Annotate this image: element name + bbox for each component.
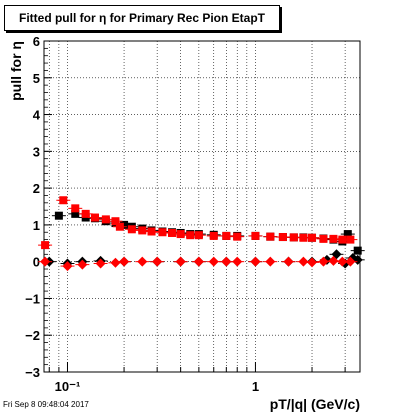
y-tick-label: 1 (33, 218, 40, 233)
sigma-marker (90, 213, 99, 222)
y-tick-label: 4 (33, 108, 41, 123)
chart-title-box: Fitted pull for η for Primary Rec Pion E… (4, 5, 280, 31)
sigma-marker (251, 231, 260, 240)
x-axis-label: pT/|q| (GeV/c) (270, 396, 360, 412)
mean-marker (193, 256, 204, 267)
mean-marker (345, 256, 356, 267)
mean-marker (119, 256, 130, 267)
mean-marker (175, 256, 186, 267)
mean-marker (298, 256, 309, 267)
y-tick-label: −3 (25, 365, 40, 380)
sigma-marker (81, 209, 90, 218)
sigma-marker (59, 196, 68, 205)
mean-marker (40, 256, 51, 267)
mean-marker (328, 255, 339, 266)
sigma-marker (138, 226, 147, 235)
mean-marker (307, 257, 318, 268)
sigma-marker (71, 209, 80, 218)
sigma-marker (353, 246, 362, 255)
sigma-marker (147, 227, 156, 236)
sigma-marker (111, 217, 120, 226)
sigma-marker (120, 220, 129, 229)
mean-marker (77, 259, 88, 270)
mean-marker (283, 256, 294, 267)
mean-marker (221, 256, 232, 267)
sigma-marker (289, 233, 298, 242)
x-tick-label: 1 (252, 379, 259, 394)
mean-marker (265, 256, 276, 267)
mean-marker (62, 261, 73, 272)
timestamp-footer: Fri Sep 8 09:48:04 2017 (3, 400, 89, 409)
y-tick-label: 3 (33, 144, 40, 159)
sigma-marker (127, 225, 136, 234)
sigma-marker (168, 228, 177, 237)
sigma-marker (233, 232, 242, 241)
mean-marker (95, 258, 106, 269)
mean-marker (337, 256, 348, 267)
sigma-marker (346, 235, 355, 244)
mean-marker (232, 256, 243, 267)
sigma-marker (266, 232, 275, 241)
sigma-marker (41, 241, 50, 250)
sigma-marker (54, 211, 63, 220)
sigma-marker (71, 204, 80, 213)
sigma-marker (158, 228, 167, 237)
mean-marker (152, 256, 163, 267)
mean-marker (110, 257, 121, 268)
sigma-marker (299, 233, 308, 242)
sigma-marker (186, 231, 195, 240)
y-tick-label: 6 (33, 34, 40, 49)
mean-marker (352, 254, 363, 265)
plot-frame (43, 40, 361, 373)
y-tick-label: 2 (33, 181, 40, 196)
sigma-marker (209, 231, 218, 240)
y-tick-label: −2 (25, 328, 40, 343)
mean-marker (208, 256, 219, 267)
y-axis-label: pull for η (8, 41, 24, 101)
sigma-marker (329, 234, 338, 243)
mean-marker (137, 256, 148, 267)
sigma-marker (343, 230, 352, 239)
y-tick-label: −1 (25, 291, 40, 306)
mean-marker (250, 256, 261, 267)
sigma-marker (101, 215, 110, 224)
sigma-marker (308, 233, 317, 242)
chart-title: Fitted pull for η for Primary Rec Pion E… (18, 11, 266, 25)
mean-marker (318, 256, 329, 267)
sigma-marker (278, 233, 287, 242)
y-tick-label: 5 (33, 71, 40, 86)
sigma-marker (194, 231, 203, 240)
sigma-marker (176, 230, 185, 239)
sigma-marker (319, 234, 328, 243)
x-tick-label: 10⁻¹ (55, 379, 81, 394)
sigma-marker (115, 222, 124, 231)
y-tick-label: 0 (33, 255, 40, 270)
sigma-marker (222, 231, 231, 240)
sigma-marker (338, 235, 347, 244)
